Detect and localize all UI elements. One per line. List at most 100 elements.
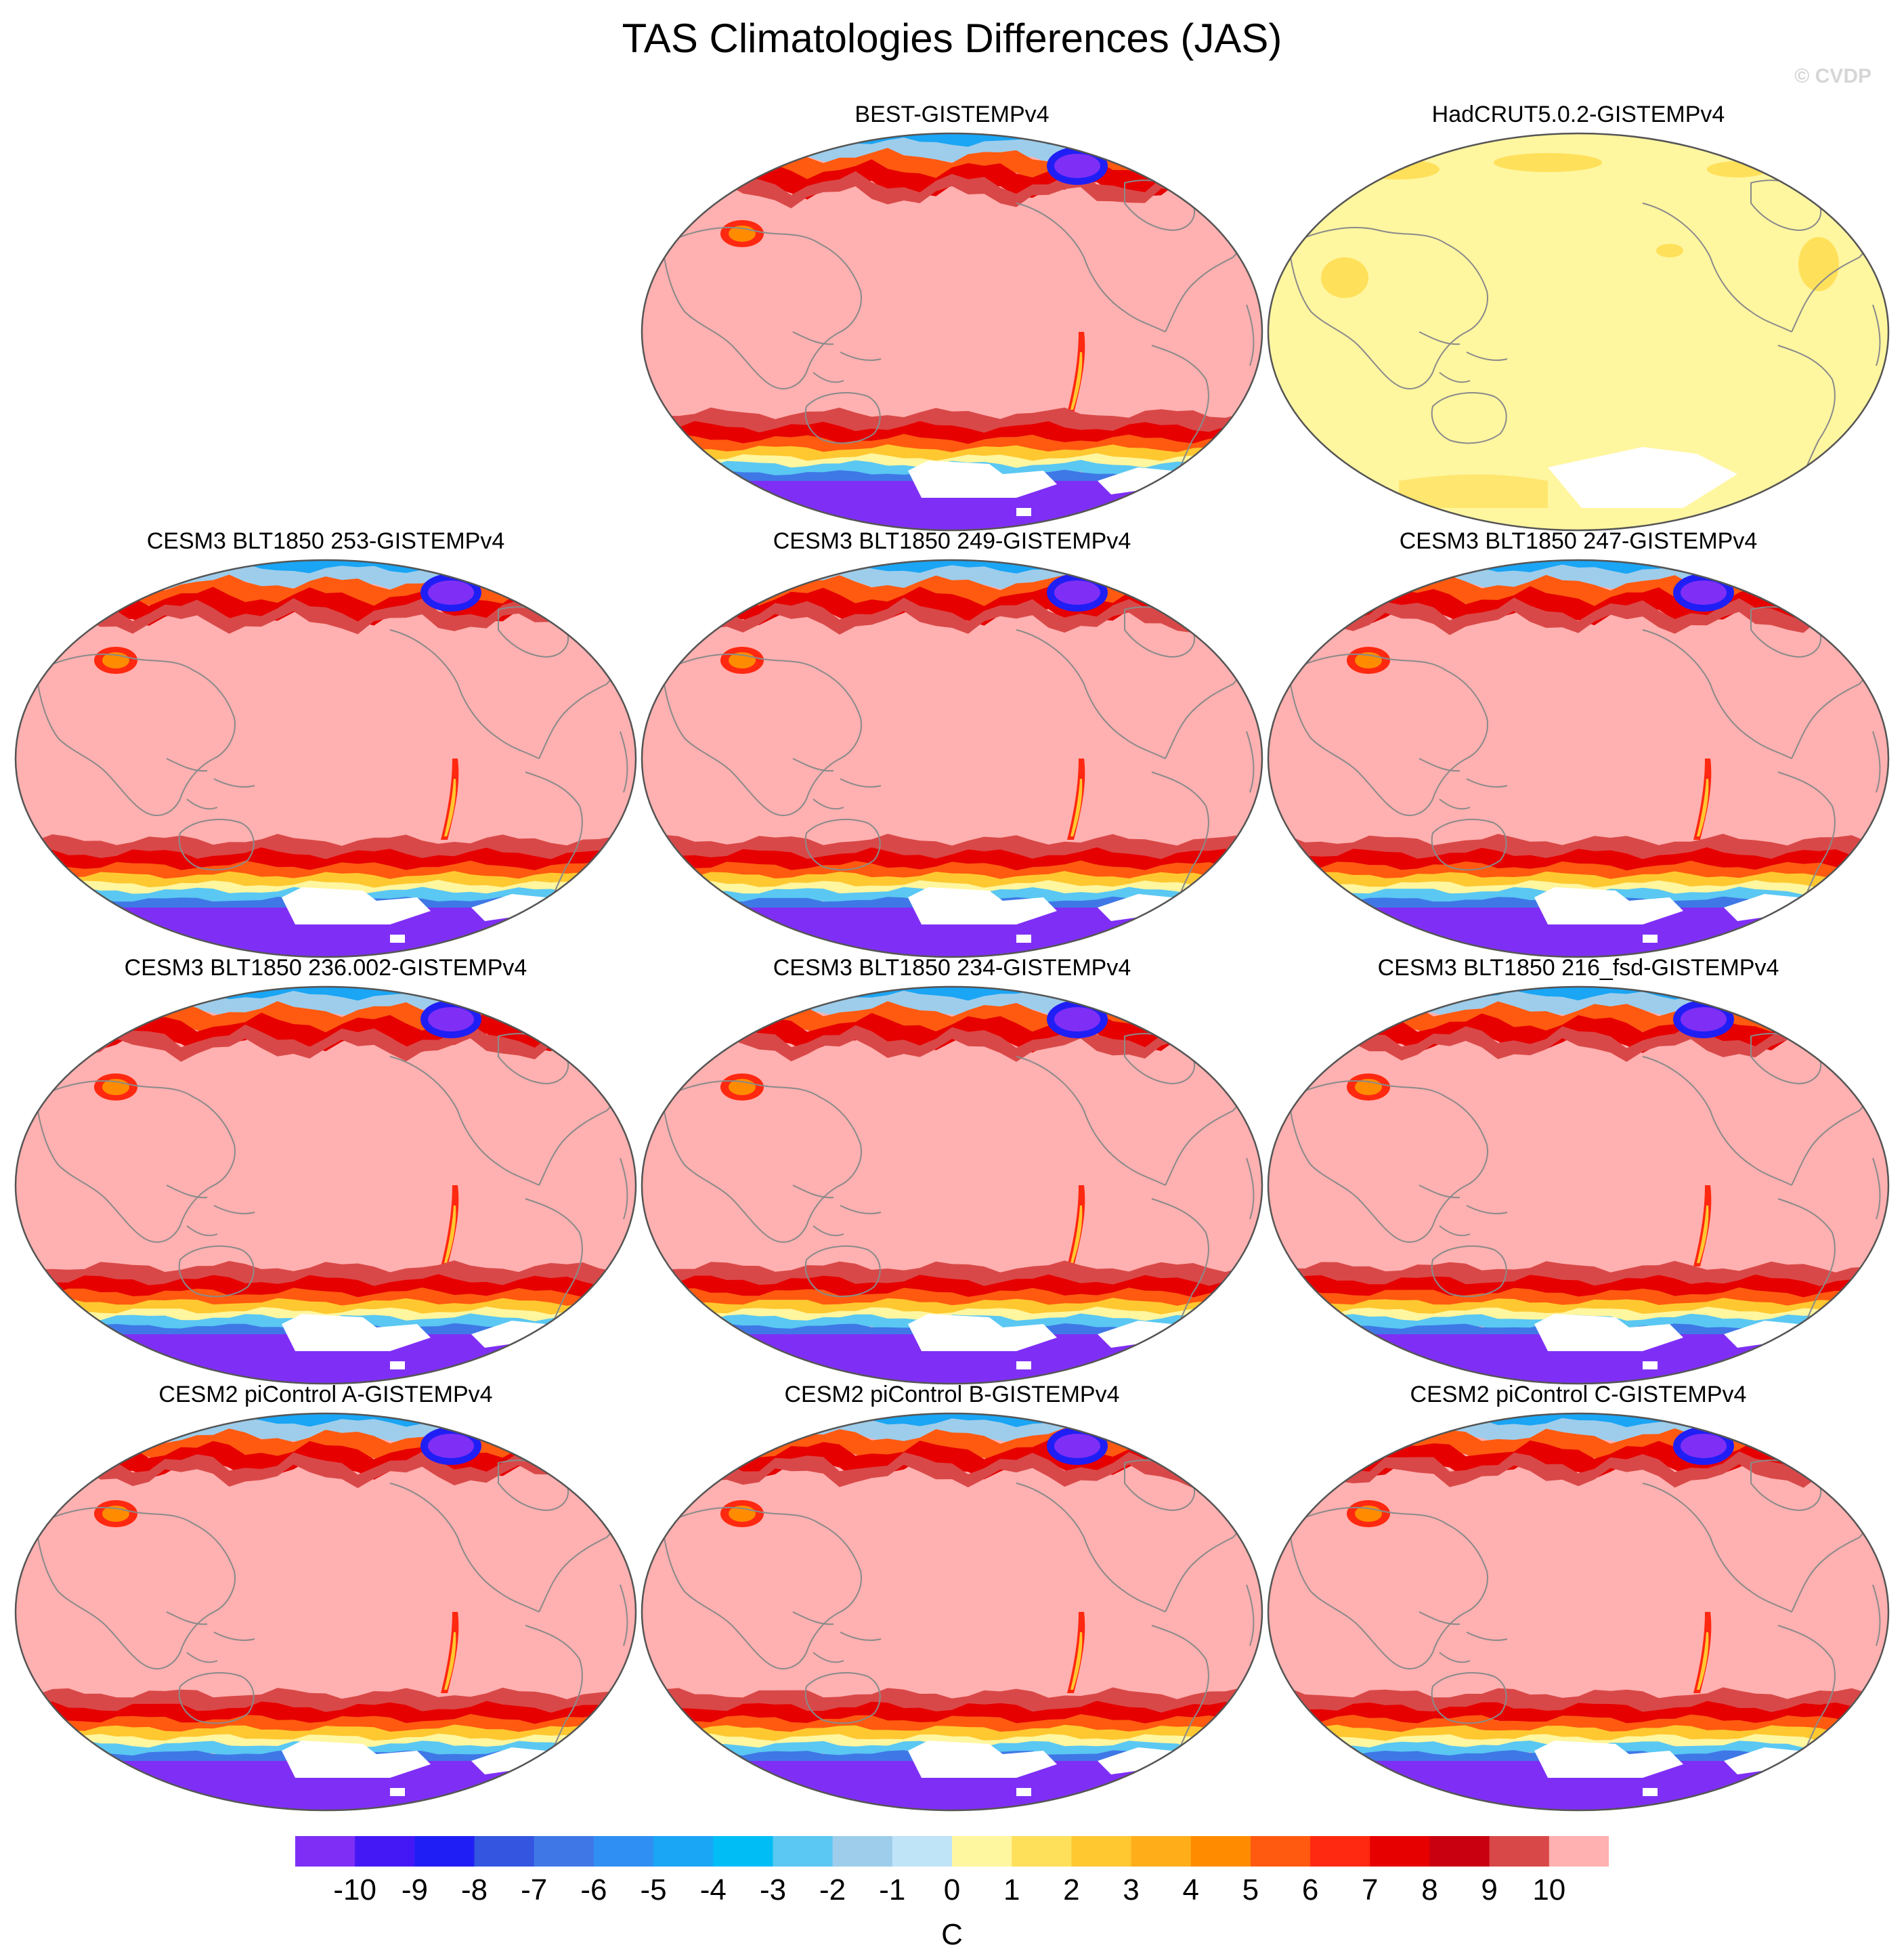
panel-title: CESM3 BLT1850 236.002-GISTEMPv4 xyxy=(124,955,527,981)
colorbar-tick-label: -7 xyxy=(521,1873,548,1906)
map-frame xyxy=(641,559,1263,958)
colorbar-swatch xyxy=(773,1836,834,1867)
colorbar-swatch xyxy=(1071,1836,1132,1867)
panel-title: BEST-GISTEMPv4 xyxy=(854,102,1050,127)
colorbar-swatch xyxy=(1250,1836,1311,1867)
colorbar-swatch xyxy=(593,1836,654,1867)
colorbar-tick-label: -10 xyxy=(333,1873,376,1906)
map-frame xyxy=(641,1412,1263,1812)
map-frame xyxy=(14,1412,637,1812)
map-figure xyxy=(1267,1412,1890,1812)
map-frame xyxy=(14,559,637,958)
panel-title: HadCRUT5.0.2-GISTEMPv4 xyxy=(1431,102,1725,127)
colorbar-tick-label: 1 xyxy=(1003,1873,1020,1906)
map-field xyxy=(642,560,1262,957)
map-frame xyxy=(641,985,1263,1385)
panel-cesm3-247: CESM3 BLT1850 247-GISTEMPv4 xyxy=(1263,528,1893,968)
map-figure xyxy=(1267,132,1890,532)
copyright-watermark: © CVDP xyxy=(1794,65,1871,87)
map-frame xyxy=(14,985,637,1385)
colorbar-swatch xyxy=(952,1836,1012,1867)
panel-cesm3-253: CESM3 BLT1850 253-GISTEMPv4 xyxy=(11,528,641,968)
colorbar-tick-label: 5 xyxy=(1242,1873,1259,1906)
colorbar-tick-label: -4 xyxy=(699,1873,727,1906)
map-field xyxy=(1268,560,1888,957)
colorbar-tick-label: -9 xyxy=(401,1873,428,1906)
colorbar xyxy=(295,1836,1609,1867)
map-field xyxy=(16,1413,636,1810)
map-frame xyxy=(641,132,1263,532)
colorbar-swatch xyxy=(1549,1836,1609,1867)
map-field xyxy=(642,1413,1262,1810)
colorbar-unit: C xyxy=(941,1918,963,1951)
panel-title: CESM3 BLT1850 216_fsd-GISTEMPv4 xyxy=(1377,955,1779,981)
colorbar-tick-label: -3 xyxy=(759,1873,787,1906)
panel-title: CESM3 BLT1850 234-GISTEMPv4 xyxy=(773,955,1131,981)
colorbar-tick-label: 9 xyxy=(1481,1873,1498,1906)
colorbar-tick-label: 0 xyxy=(943,1873,961,1906)
panel-title: CESM3 BLT1850 247-GISTEMPv4 xyxy=(1399,528,1758,554)
panel-cesm3-236002: CESM3 BLT1850 236.002-GISTEMPv4 xyxy=(11,955,641,1395)
colorbar-swatch xyxy=(1370,1836,1430,1867)
map-figure xyxy=(14,1412,637,1812)
colorbar-swatch xyxy=(832,1836,893,1867)
colorbar-swatch xyxy=(713,1836,773,1867)
colorbar-swatch xyxy=(355,1836,415,1867)
map-frame xyxy=(1267,985,1890,1385)
colorbar-swatch xyxy=(1429,1836,1490,1867)
panel-cesm2-b: CESM2 piControl B-GISTEMPv4 xyxy=(637,1382,1267,1822)
panel-title: CESM3 BLT1850 253-GISTEMPv4 xyxy=(146,528,505,554)
colorbar-swatch xyxy=(1131,1836,1192,1867)
panel-hadcrut: HadCRUT5.0.2-GISTEMPv4 xyxy=(1263,102,1893,542)
map-figure xyxy=(14,559,637,958)
map-field xyxy=(642,987,1262,1384)
map-figure xyxy=(641,985,1263,1385)
map-figure xyxy=(1267,559,1890,958)
colorbar-swatch xyxy=(414,1836,475,1867)
map-field xyxy=(16,987,636,1384)
panel-empty xyxy=(11,102,641,542)
map-frame xyxy=(1267,1412,1890,1812)
colorbar-tick-label: -8 xyxy=(460,1873,488,1906)
map-field xyxy=(1268,987,1888,1384)
colorbar-swatch xyxy=(474,1836,535,1867)
colorbar-tick-label: 6 xyxy=(1301,1873,1319,1906)
colorbar-tick-label: -5 xyxy=(640,1873,667,1906)
colorbar-tick-label: -1 xyxy=(879,1873,906,1906)
colorbar-tick-label: 2 xyxy=(1063,1873,1080,1906)
map-field xyxy=(1268,1413,1888,1810)
colorbar-tick-label: 4 xyxy=(1182,1873,1199,1906)
colorbar-swatch xyxy=(1012,1836,1072,1867)
map-frame xyxy=(1267,132,1890,532)
panel-cesm2-c: CESM2 piControl C-GISTEMPv4 xyxy=(1263,1382,1893,1822)
panel-title: CESM2 piControl C-GISTEMPv4 xyxy=(1410,1382,1747,1407)
colorbar-tick-label: -2 xyxy=(819,1873,846,1906)
colorbar-swatch xyxy=(653,1836,714,1867)
panel-best: BEST-GISTEMPv4 xyxy=(637,102,1267,542)
panel-cesm3-216fsd: CESM3 BLT1850 216_fsd-GISTEMPv4 xyxy=(1263,955,1893,1395)
colorbar-swatch xyxy=(892,1836,953,1867)
panel-title: CESM2 piControl B-GISTEMPv4 xyxy=(784,1382,1120,1407)
map-field xyxy=(16,560,636,957)
panel-cesm3-234: CESM3 BLT1850 234-GISTEMPv4 xyxy=(637,955,1267,1395)
panel-title: CESM3 BLT1850 249-GISTEMPv4 xyxy=(773,528,1131,554)
figure-title: TAS Climatologies Differences (JAS) xyxy=(622,16,1282,61)
colorbar-tick-label: 7 xyxy=(1362,1873,1379,1906)
colorbar-swatch xyxy=(534,1836,594,1867)
colorbar-tick-label: 8 xyxy=(1421,1873,1438,1906)
colorbar-swatch xyxy=(1310,1836,1370,1867)
map-field xyxy=(642,133,1262,530)
map-frame xyxy=(1267,559,1890,958)
map-figure xyxy=(641,132,1263,532)
panel-cesm3-249: CESM3 BLT1850 249-GISTEMPv4 xyxy=(637,528,1267,968)
colorbar-tick-label: -6 xyxy=(580,1873,607,1906)
colorbar-swatch xyxy=(1489,1836,1550,1867)
map-figure xyxy=(14,985,637,1385)
panel-title: CESM2 piControl A-GISTEMPv4 xyxy=(158,1382,493,1407)
colorbar-swatch xyxy=(295,1836,355,1867)
colorbar-tick-label: 10 xyxy=(1532,1873,1566,1906)
map-figure xyxy=(641,1412,1263,1812)
colorbar-swatch xyxy=(1190,1836,1251,1867)
colorbar-tick-label: 3 xyxy=(1123,1873,1140,1906)
map-field xyxy=(1268,133,1888,530)
